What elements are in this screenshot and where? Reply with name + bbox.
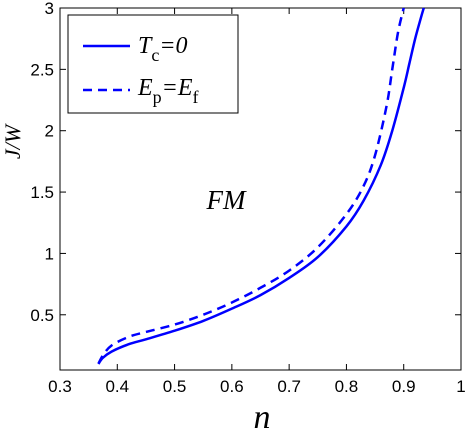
legend-label-tc: Tc=0 <box>138 33 188 65</box>
y-tick-label: 3 <box>45 0 54 18</box>
legend-ep-mid: =E <box>162 75 193 101</box>
x-tick-label: 0.7 <box>277 377 301 396</box>
x-axis-title: n <box>254 399 271 436</box>
legend-ep-main: E <box>137 75 153 101</box>
legend-ep-sub2: f <box>193 87 199 107</box>
legend-label-ep: Ep=Ef <box>137 75 199 107</box>
x-tick-label: 1 <box>456 377 465 396</box>
x-tick-label: 0.4 <box>105 377 129 396</box>
series-layer <box>97 7 425 365</box>
x-tick-label: 0.8 <box>335 377 359 396</box>
region-label-fm: FM <box>206 185 247 215</box>
y-axis-title: J/W <box>0 123 25 159</box>
x-tick-label: 0.9 <box>392 377 416 396</box>
series-line-tc <box>97 7 425 365</box>
x-tick-label: 0.6 <box>220 377 244 396</box>
legend-tc-rest: =0 <box>159 33 187 59</box>
series-line-ep <box>97 7 405 365</box>
legend-ep-sub1: p <box>153 87 162 107</box>
y-tick-label: 1.5 <box>30 183 54 202</box>
y-axis-ticks: 0.5 1 1.5 2 2.5 3 <box>30 0 461 325</box>
x-tick-label: 0.5 <box>163 377 187 396</box>
legend: Tc=0 Ep=Ef <box>67 14 239 114</box>
y-tick-label: 2 <box>45 122 54 141</box>
y-tick-label: 1 <box>45 244 54 263</box>
legend-tc-main: T <box>138 33 153 59</box>
legend-box <box>67 14 239 114</box>
x-tick-label: 0.3 <box>48 377 72 396</box>
y-tick-label: 0.5 <box>30 306 54 325</box>
legend-tc-sub: c <box>151 45 159 65</box>
x-axis-ticks: 0.3 0.4 0.5 0.6 0.7 0.8 0.9 1 <box>48 8 466 396</box>
y-tick-label: 2.5 <box>30 60 54 79</box>
